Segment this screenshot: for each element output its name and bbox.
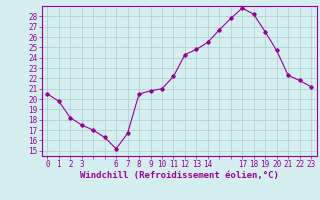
X-axis label: Windchill (Refroidissement éolien,°C): Windchill (Refroidissement éolien,°C): [80, 171, 279, 180]
